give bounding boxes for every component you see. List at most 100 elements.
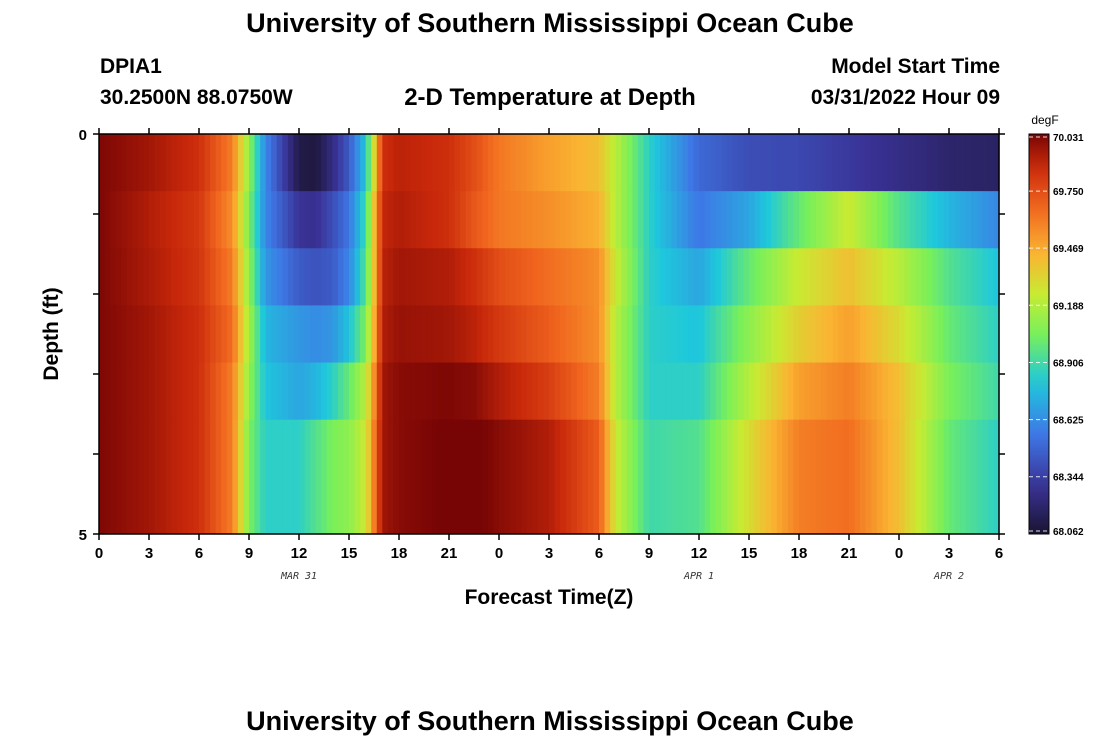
heatmap-cell: [349, 362, 356, 421]
heatmap-cell: [526, 305, 533, 364]
heatmap-cell: [765, 419, 772, 534]
heatmap-cell: [354, 248, 361, 307]
heatmap-cell: [210, 191, 217, 249]
heatmap-cell: [204, 305, 211, 364]
heatmap-cell: [921, 419, 928, 534]
heatmap-cell: [165, 305, 172, 364]
heatmap-cell: [632, 191, 639, 249]
heatmap-cell: [987, 191, 995, 249]
heatmap-cell: [843, 248, 850, 307]
heatmap-cell: [949, 419, 956, 534]
heatmap-cell: [193, 305, 200, 364]
heatmap-cell: [354, 191, 361, 249]
heatmap-cell: [99, 362, 106, 421]
heatmap-cell: [832, 419, 839, 534]
heatmap-cell: [976, 248, 983, 307]
heatmap-cell: [732, 191, 739, 249]
heatmap-cell: [549, 191, 556, 249]
heatmap-cell: [871, 134, 878, 192]
heatmap-cell: [365, 134, 372, 192]
heatmap-cell: [871, 248, 878, 307]
heatmap-cell: [376, 134, 383, 192]
heatmap-cell: [732, 305, 739, 364]
heatmap-cell: [304, 362, 311, 421]
heatmap-cell: [710, 362, 717, 421]
heatmap-cell: [815, 248, 822, 307]
heatmap-cell: [726, 305, 733, 364]
heatmap-cell: [382, 248, 389, 307]
heatmap-cell: [104, 191, 111, 249]
heatmap-cell: [682, 305, 689, 364]
heatmap-cell: [810, 134, 817, 192]
heatmap-cell: [832, 134, 839, 192]
heatmap-cell: [287, 248, 295, 307]
heatmap-cell: [143, 134, 150, 192]
heatmap-cell: [404, 191, 411, 249]
heatmap-cell: [287, 134, 295, 192]
heatmap-cell: [826, 362, 833, 421]
heatmap-cell: [243, 191, 250, 249]
heatmap-cell: [265, 419, 272, 534]
heatmap-cell: [732, 419, 739, 534]
heatmap-cell: [321, 305, 328, 364]
heatmap-cell: [310, 191, 317, 249]
heatmap-cell: [337, 134, 345, 192]
heatmap-cell: [793, 362, 800, 421]
heatmap-cell: [637, 305, 645, 364]
heatmap-cell: [304, 248, 311, 307]
heatmap-cell: [193, 419, 200, 534]
heatmap-cell: [315, 248, 322, 307]
heatmap-cell: [293, 191, 300, 249]
heatmap-cell: [365, 191, 372, 249]
heatmap-cell: [593, 419, 600, 534]
heatmap-cell: [121, 191, 128, 249]
heatmap-cell: [976, 191, 983, 249]
heatmap-cell: [860, 248, 867, 307]
heatmap-cell: [604, 191, 611, 249]
heatmap-cell: [837, 362, 845, 421]
x-tick-label: 6: [995, 545, 1003, 562]
heatmap-cell: [176, 419, 183, 534]
heatmap-cell: [499, 134, 506, 192]
heatmap-cell: [649, 191, 656, 249]
x-tick-label: 9: [645, 545, 653, 562]
heatmap-cell: [337, 305, 345, 364]
heatmap-cell: [776, 248, 783, 307]
heatmap-cell: [960, 191, 967, 249]
heatmap-cell: [987, 134, 995, 192]
heatmap-cell: [604, 419, 611, 534]
heatmap-cell: [321, 248, 328, 307]
heatmap-cell: [665, 362, 672, 421]
heatmap-cell: [760, 362, 767, 421]
heatmap-cell: [160, 305, 167, 364]
heatmap-cell: [787, 134, 795, 192]
heatmap-cell: [287, 191, 295, 249]
heatmap-cell: [393, 134, 400, 192]
heatmap-cell: [421, 419, 428, 534]
heatmap-cell: [626, 305, 633, 364]
heatmap-cell: [376, 248, 383, 307]
heatmap-cell: [304, 305, 311, 364]
heatmap-cell: [993, 191, 1000, 249]
heatmap-cell: [932, 134, 939, 192]
heatmap-cell: [154, 248, 161, 307]
heatmap-cell: [699, 191, 706, 249]
heatmap-cell: [326, 134, 333, 192]
heatmap-cell: [726, 191, 733, 249]
heatmap-cell: [132, 362, 139, 421]
heatmap-cell: [721, 248, 728, 307]
heatmap-cell: [215, 248, 222, 307]
heatmap-cell: [665, 134, 672, 192]
heatmap-cell: [910, 305, 917, 364]
heatmap-cell: [171, 248, 178, 307]
heatmap-cell: [499, 248, 506, 307]
heatmap-cell: [199, 362, 206, 421]
heatmap-cell: [571, 305, 578, 364]
heatmap-cell: [371, 362, 378, 421]
heatmap-cell: [643, 248, 650, 307]
heatmap-cell: [821, 134, 828, 192]
heatmap-cell: [410, 362, 417, 421]
x-tick-label: 0: [895, 545, 903, 562]
heatmap-cell: [332, 248, 339, 307]
heatmap-cell: [793, 134, 800, 192]
